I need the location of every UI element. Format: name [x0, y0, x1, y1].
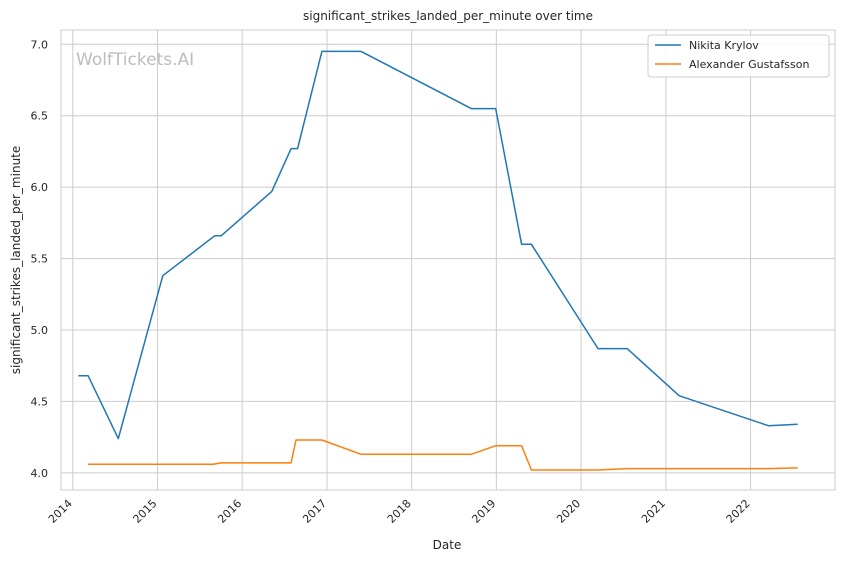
y-tick-label: 4.0: [31, 467, 49, 480]
y-tick-label: 7.0: [31, 38, 49, 51]
y-tick-label: 6.5: [31, 110, 49, 123]
series-line-alexander-gustafsson: [88, 439, 798, 471]
series-line-nikita-krylov: [78, 50, 798, 440]
y-tick-label: 4.5: [31, 395, 49, 408]
y-tick-labels: 4.0 4.5 5.0 5.5 6.0 6.5 7.0: [31, 38, 49, 480]
series-lines: [78, 50, 798, 471]
legend: Nikita Krylov Alexander Gustafsson: [647, 34, 830, 78]
grid: [61, 30, 835, 490]
y-tick-label: 6.0: [31, 181, 49, 194]
legend-box: [647, 34, 830, 78]
y-axis-label: significant_strikes_landed_per_minute: [9, 146, 23, 375]
plot-frame: [60, 29, 836, 491]
legend-label-alexander-gustafsson: Alexander Gustafsson: [689, 58, 809, 71]
x-axis-label: Date: [433, 538, 462, 552]
y-tick-label: 5.5: [31, 253, 49, 266]
chart-title: significant_strikes_landed_per_minute ov…: [303, 9, 593, 23]
legend-label-nikita-krylov: Nikita Krylov: [689, 39, 759, 52]
watermark-text: WolfTickets.AI: [76, 50, 194, 70]
y-tick-label: 5.0: [31, 324, 49, 337]
